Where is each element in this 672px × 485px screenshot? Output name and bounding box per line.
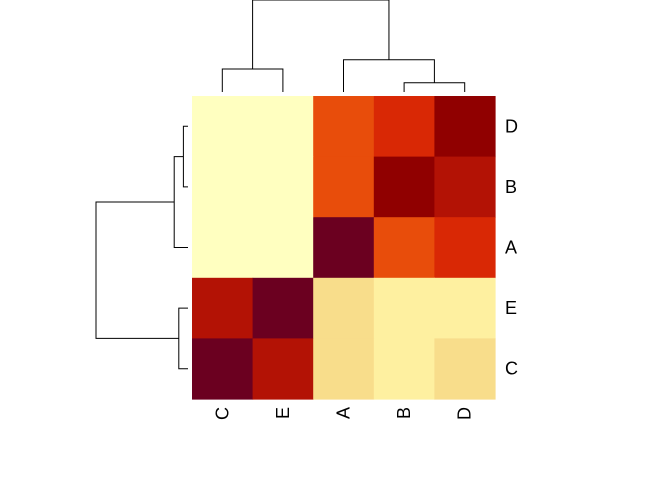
heatmap-cell-C-D [434,338,496,400]
heatmap-cell-B-C [192,156,254,218]
column-label: E [273,407,293,419]
column-dendrogram [221,0,466,92]
row-dendrogram [95,125,188,370]
column-dendrogram-link-A-BD [343,59,435,92]
column-dendrogram-link-CE-ABD [252,0,390,69]
heatmap-cell-E-E [252,277,314,339]
column-dendrogram-link-B-D [403,82,466,92]
heatmap-cell-B-A [313,156,375,218]
heatmap-cell-C-B [373,338,435,400]
heatmap-cell-A-B [373,217,435,279]
row-label: A [505,238,517,258]
column-label: C [212,407,232,420]
heatmap-cell-C-A [313,338,375,400]
column-label: B [394,407,414,419]
column-dendrogram-link-C-E [221,68,284,92]
heatmap-cell-A-C [192,217,254,279]
heatmap-cell-D-D [434,96,496,158]
row-label: D [505,116,518,136]
heatmap-cell-E-B [373,277,435,339]
column-label: A [334,407,354,419]
row-label: B [505,177,517,197]
heatmap-cells [192,96,496,400]
heatmap-cell-B-E [252,156,314,218]
column-label: D [455,407,475,420]
heatmap-cell-E-A [313,277,375,339]
heatmap-cell-B-B [373,156,435,218]
heatmap-cell-C-E [252,338,314,400]
heatmap-cell-E-C [192,277,254,339]
heatmap-cell-D-B [373,96,435,158]
row-dendrogram-link-DBA-EC [95,201,179,339]
heatmap-cell-A-E [252,217,314,279]
heatmap-cell-A-A [313,217,375,279]
row-label: E [505,298,517,318]
heatmap-cell-C-C [192,338,254,400]
row-dendrogram-link-E-C [178,307,188,370]
row-dendrogram-link-DB-A [173,156,188,248]
heatmap-cell-A-D [434,217,496,279]
heatmap-cell-E-D [434,277,496,339]
heatmap-cell-D-E [252,96,314,158]
row-labels: D B A E C [505,116,518,378]
heatmap-cell-D-C [192,96,254,158]
row-dendrogram-link-D-B [182,125,188,188]
heatmap-cell-B-D [434,156,496,218]
row-label: C [505,359,518,379]
heatmap-cell-D-A [313,96,375,158]
